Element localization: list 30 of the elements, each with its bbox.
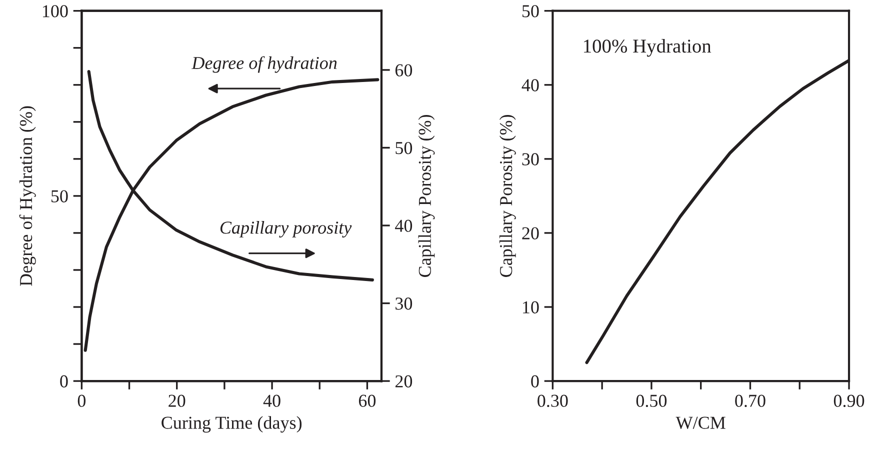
x-axis-title: W/CM [676,416,726,429]
x-tick-label: 0.50 [636,394,667,408]
y-tick-label: 50 [51,190,68,202]
y-axis-title: Degree of Hydration (%) [19,106,36,286]
y-tick-label: 100 [42,5,68,18]
series-label: Capillary porosity [220,221,352,238]
y2-tick-label: 60 [395,64,412,76]
y-tick-label: 10 [523,301,539,314]
y2-axis-title: Capillary Porosity (%) [418,114,435,277]
x-axis-title: Curing Time (days) [162,416,302,433]
y-tick-label: 0 [531,375,539,388]
y-axis-title: Capillary Porosity (%) [499,114,516,277]
y2-tick-label: 30 [396,298,412,310]
y-tick-label: 40 [522,79,539,92]
x-tick-label: 0.90 [834,394,864,408]
y2-tick-label: 40 [395,220,412,232]
y-tick-label: 50 [522,5,539,18]
y-tick-label: 20 [522,227,539,240]
x-tick-label: 40 [263,394,280,407]
y-tick-label: 30 [522,153,539,166]
x-tick-label: 60 [358,394,376,407]
x-tick-label: 0.30 [538,394,568,408]
x-tick-label: 20 [168,394,186,407]
x-tick-label: 0.70 [735,394,766,408]
annotation: 100% Hydration [584,39,712,57]
y-tick-label: 0 [60,375,68,388]
x-tick-label: 0 [78,394,86,407]
y2-tick-label: 50 [396,142,412,154]
series-label: Degree of hydration [191,56,337,73]
y2-tick-label: 20 [395,375,412,388]
